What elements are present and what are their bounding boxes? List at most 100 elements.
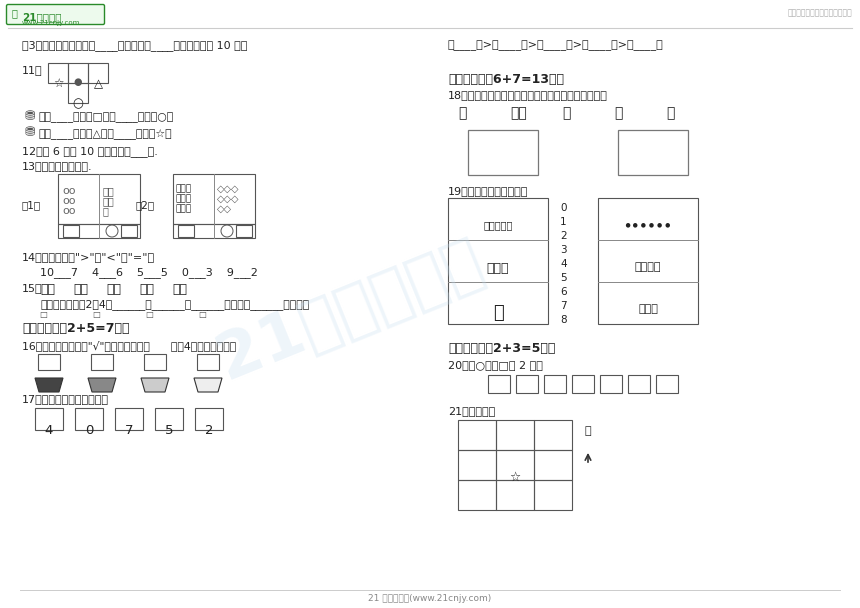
Bar <box>48 63 68 83</box>
Text: （1）: （1） <box>22 200 41 210</box>
Polygon shape <box>141 378 169 392</box>
Text: 6: 6 <box>560 287 567 297</box>
Text: 18．帮妈妈把买的东西分装在两个口袋里，连一连。: 18．帮妈妈把买的东西分装在两个口袋里，连一连。 <box>448 90 608 100</box>
Text: 5: 5 <box>560 273 567 283</box>
Bar <box>38 354 60 370</box>
Bar <box>488 375 510 393</box>
Text: 五、作图题（2+3=5分）: 五、作图题（2+3=5分） <box>448 342 556 355</box>
Text: oo: oo <box>62 196 76 206</box>
Text: 7: 7 <box>125 424 133 437</box>
Bar <box>534 420 572 450</box>
Text: 7: 7 <box>560 301 567 311</box>
Text: （2）: （2） <box>135 200 154 210</box>
Text: □: □ <box>145 310 153 319</box>
Text: 19．数一数，然后连线。: 19．数一数，然后连线。 <box>448 186 528 196</box>
Bar <box>656 375 678 393</box>
Text: 16．在最甜的下面画"√"，最淡的下面画      。（4块糖完全相同）: 16．在最甜的下面画"√"，最淡的下面画 。（4块糖完全相同） <box>22 340 236 351</box>
Text: 🎈🎈🎈🎈: 🎈🎈🎈🎈 <box>635 262 661 272</box>
Bar <box>173 224 255 238</box>
Text: ⛵⛵⛵: ⛵⛵⛵ <box>638 304 658 314</box>
Polygon shape <box>35 378 63 392</box>
Text: 🍒🍒: 🍒🍒 <box>139 283 154 296</box>
Bar <box>468 130 538 175</box>
Bar <box>458 480 496 510</box>
Bar <box>544 375 566 393</box>
Bar <box>618 130 688 175</box>
Text: 三、排序题（2+5=7分）: 三、排序题（2+5=7分） <box>22 322 130 335</box>
Text: 2: 2 <box>560 231 567 241</box>
Bar <box>68 63 88 83</box>
Text: 🍒🍒: 🍒🍒 <box>172 283 187 296</box>
Bar <box>63 225 79 237</box>
Bar <box>572 375 594 393</box>
Text: 🧣: 🧣 <box>666 106 674 120</box>
Text: 🍐🍐: 🍐🍐 <box>103 186 114 196</box>
Text: ⛃: ⛃ <box>24 110 34 123</box>
Polygon shape <box>194 378 222 392</box>
Bar <box>68 83 88 103</box>
Bar <box>600 375 622 393</box>
Text: ☆: ☆ <box>509 471 520 484</box>
Text: 🍺🍺🍺: 🍺🍺🍺 <box>487 262 509 275</box>
Text: 🍓🍓🍓: 🍓🍓🍓 <box>175 184 191 193</box>
Text: oo: oo <box>62 206 76 216</box>
Text: 🍒🍒: 🍒🍒 <box>73 283 88 296</box>
Bar <box>195 408 223 430</box>
Text: 🍒🍒: 🍒🍒 <box>106 283 121 296</box>
Bar <box>155 408 183 430</box>
Text: 21 世纪教育网(www.21cnjy.com): 21 世纪教育网(www.21cnjy.com) <box>368 594 492 603</box>
Text: 四、连线题（6+7=13分）: 四、连线题（6+7=13分） <box>448 73 564 86</box>
Bar <box>534 480 572 510</box>
Text: （____）>（____）>（____）>（____）>（____）: （____）>（____）>（____）>（____）>（____） <box>448 40 664 50</box>
Text: 14．在横线上填">"、"<"或"="。: 14．在横线上填">"、"<"或"="。 <box>22 252 155 262</box>
Text: ○: ○ <box>72 97 83 110</box>
Bar <box>496 480 534 510</box>
Text: 21．画一画。: 21．画一画。 <box>448 406 495 416</box>
Text: 北: 北 <box>585 426 592 436</box>
Text: 21世纪教育网: 21世纪教育网 <box>208 229 492 392</box>
Bar <box>121 225 137 237</box>
Bar <box>58 224 140 238</box>
Text: 4: 4 <box>45 424 53 437</box>
Text: ☆: ☆ <box>52 77 64 90</box>
Text: 5: 5 <box>165 424 173 437</box>
Text: 🍐🍐: 🍐🍐 <box>103 196 114 206</box>
Text: ◇◇: ◇◇ <box>217 204 232 214</box>
Text: 两个两个地数：2、4、______、______、______，一共有______颗樱桃。: 两个两个地数：2、4、______、______、______，一共有_____… <box>40 299 310 310</box>
Text: ⚫⚫⚫⚫⚫⚫: ⚫⚫⚫⚫⚫⚫ <box>624 220 673 230</box>
Polygon shape <box>88 378 116 392</box>
Text: □: □ <box>198 310 206 319</box>
Text: 🍃🍃🍃🍃🍃: 🍃🍃🍃🍃🍃 <box>483 220 513 230</box>
Text: 🥦: 🥦 <box>614 106 623 120</box>
Text: 🎩: 🎩 <box>458 106 466 120</box>
Bar <box>144 354 166 370</box>
Text: 4: 4 <box>560 259 567 269</box>
Bar <box>178 225 194 237</box>
Bar <box>35 408 63 430</box>
Text: 🍐: 🍐 <box>103 206 109 216</box>
Text: （3）从右边数起，第（____）盆和第（____）盆合起来是 10 朵。: （3）从右边数起，第（____）盆和第（____）盆合起来是 10 朵。 <box>22 40 248 51</box>
Bar <box>91 354 113 370</box>
Text: □: □ <box>92 310 100 319</box>
Text: 🍒🍒: 🍒🍒 <box>40 283 55 296</box>
Text: △: △ <box>94 77 102 90</box>
Bar <box>88 63 108 83</box>
Text: 🐟🐟: 🐟🐟 <box>510 106 526 120</box>
Text: ⛃: ⛃ <box>24 126 34 139</box>
Text: 21世纪教育: 21世纪教育 <box>22 12 62 22</box>
Text: 0: 0 <box>85 424 93 437</box>
Text: 2: 2 <box>205 424 213 437</box>
Text: 12．比 6 大比 10 小的数有（___）.: 12．比 6 大比 10 小的数有（___）. <box>22 146 158 157</box>
Text: 0: 0 <box>560 203 567 213</box>
Bar <box>496 450 534 480</box>
Bar <box>448 198 548 324</box>
Text: ●: ● <box>74 77 83 87</box>
Text: 的（____）面是□，（____）面是○。: 的（____）面是□，（____）面是○。 <box>38 112 173 123</box>
Text: 的（____）面是△，（____）面是☆。: 的（____）面是△，（____）面是☆。 <box>38 128 172 139</box>
Text: 15．: 15． <box>22 283 43 293</box>
Text: 11．: 11． <box>22 65 43 75</box>
Text: 10___7    4___6    5___5    0___3    9___2: 10___7 4___6 5___5 0___3 9___2 <box>40 267 258 278</box>
Text: □: □ <box>39 310 47 319</box>
Text: 👕: 👕 <box>562 106 570 120</box>
Text: 1: 1 <box>560 217 567 227</box>
